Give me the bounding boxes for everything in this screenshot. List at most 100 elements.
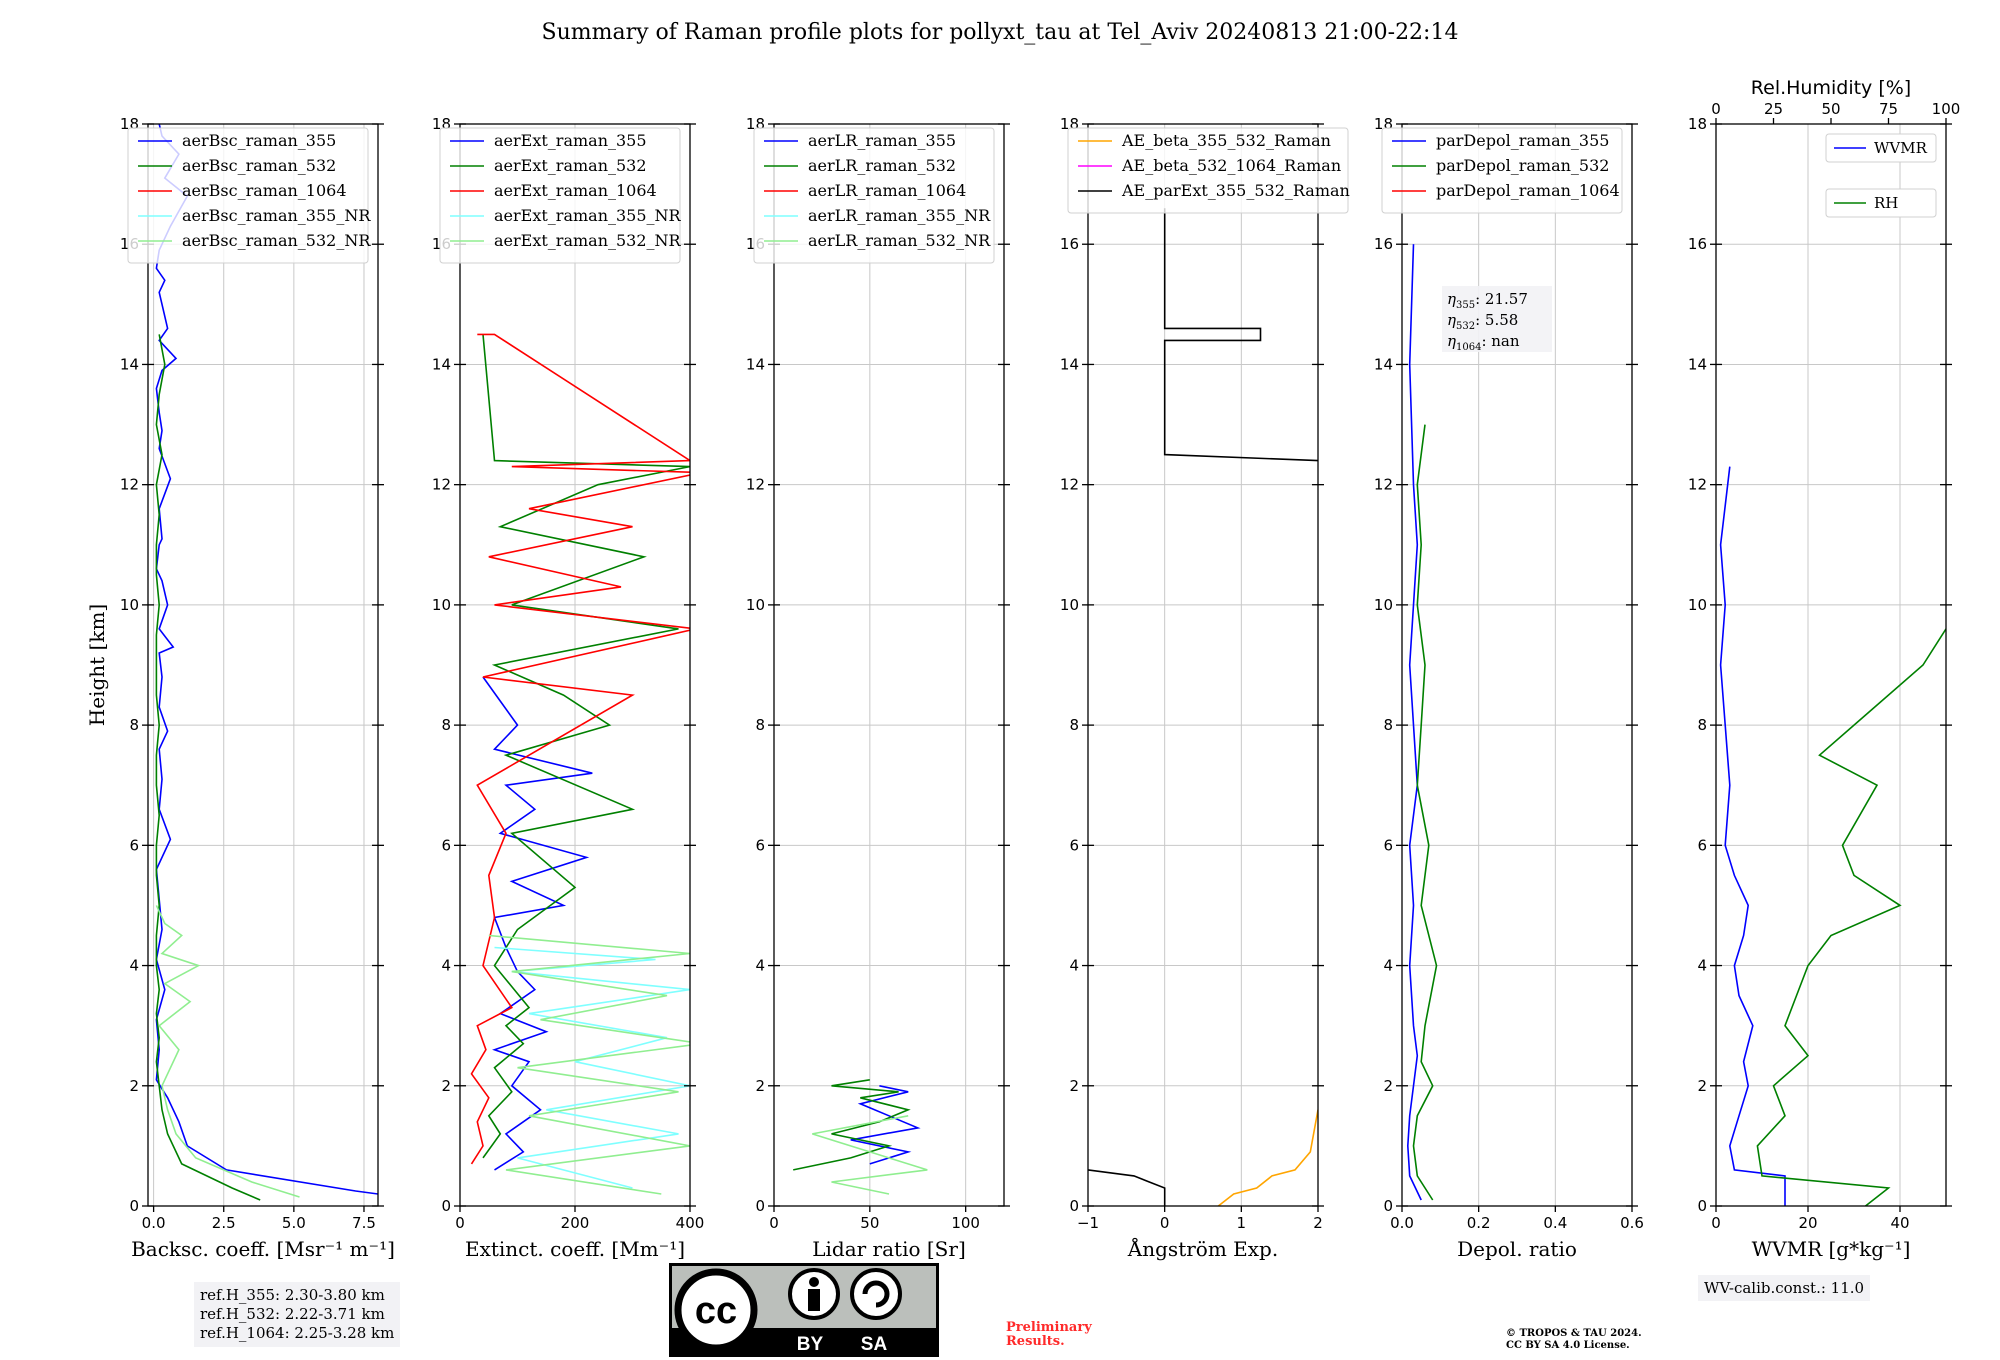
ref-height-1064: ref.H_1064: 2.25-3.28 km <box>200 1324 395 1342</box>
y-tick-label: 14 <box>1060 355 1079 373</box>
panel-lidar_ratio: 024681012141618050100Lidar ratio [Sr]aer… <box>746 115 1010 1261</box>
x-axis-label: Lidar ratio [Sr] <box>812 1237 966 1261</box>
y-tick-label: 10 <box>120 596 139 614</box>
x-tick-label: 0 <box>769 1214 779 1232</box>
axes-frame <box>1087 123 1319 1207</box>
y-tick-label: 16 <box>1374 235 1393 253</box>
series-line-aerLR_raman_355 <box>850 1085 921 1165</box>
top-x-tick-label: 50 <box>1821 100 1840 118</box>
x-tick-label: 40 <box>1890 1214 1909 1232</box>
legend-label-aerBsc_raman_1064: aerBsc_raman_1064 <box>182 181 347 200</box>
legend-box <box>127 127 369 264</box>
series-line-aerLR_raman_532_NR <box>812 1115 928 1195</box>
y-tick-label: 12 <box>1374 476 1393 494</box>
y-tick-label: 6 <box>1697 836 1707 854</box>
plot-area-angstrom <box>1088 208 1318 1206</box>
legend-label-aerExt_raman_532_NR: aerExt_raman_532_NR <box>494 231 682 250</box>
eta-symbol: η <box>1447 311 1456 329</box>
legend-box <box>1825 133 1937 163</box>
plot-area-wvmr <box>1719 466 1946 1206</box>
x-tick-label: 200 <box>561 1214 590 1232</box>
legend-box <box>753 127 995 264</box>
panel-extinction: 0246810121416180200400Extinct. coeff. [M… <box>432 115 704 1261</box>
legend-label-parDepol_raman_1064: parDepol_raman_1064 <box>1436 181 1620 200</box>
x-axis-label: Ångström Exp. <box>1127 1236 1278 1261</box>
y-tick-label: 0 <box>755 1197 765 1215</box>
legend-label-aerExt_raman_532: aerExt_raman_532 <box>494 156 647 175</box>
eta-annotation-355: η355: 21.57 <box>1447 290 1528 311</box>
x-axis-label: WVMR [g*kg⁻¹] <box>1752 1237 1911 1261</box>
x-tick-label: 0.0 <box>142 1214 166 1232</box>
axes-frame <box>773 123 1005 1207</box>
y-tick-label: 2 <box>1069 1077 1079 1095</box>
y-tick-label: 8 <box>1697 716 1707 734</box>
y-tick-label: 10 <box>1688 596 1707 614</box>
eta-value: : 21.57 <box>1475 290 1528 308</box>
y-tick-label: 2 <box>755 1077 765 1095</box>
x-tick-label: 0.6 <box>1620 1214 1644 1232</box>
y-tick-label: 6 <box>129 836 139 854</box>
eta-subscript: 1064 <box>1456 342 1481 353</box>
y-tick-label: 12 <box>746 476 765 494</box>
y-tick-label: 0 <box>1069 1197 1079 1215</box>
legend-label-AE_beta_532_1064_Raman: AE_beta_532_1064_Raman <box>1121 156 1341 175</box>
eta-symbol: η <box>1447 332 1456 350</box>
y-tick-label: 4 <box>1069 957 1079 975</box>
by-person-head <box>809 1277 819 1287</box>
y-tick-label: 12 <box>1688 476 1707 494</box>
eta-subscript: 355 <box>1456 300 1475 311</box>
series-line-aerExt_raman_1064 <box>470 333 690 1165</box>
legend-label-parDepol_raman_532: parDepol_raman_532 <box>1436 156 1609 175</box>
y-tick-label: 14 <box>746 355 765 373</box>
y-tick-label: 6 <box>1383 836 1393 854</box>
series-line-parDepol_raman_355 <box>1406 244 1422 1201</box>
x-axis-label: Depol. ratio <box>1457 1237 1577 1261</box>
legend-label-RH: RH <box>1874 194 1898 212</box>
figure-title: Summary of Raman profile plots for polly… <box>541 20 1459 45</box>
series-line-aerBsc_raman_355 <box>155 124 378 1195</box>
copyright-note: © TROPOS & TAU 2024. CC BY SA 4.0 Licens… <box>1506 1328 1642 1352</box>
sa-share-arrow <box>862 1280 890 1308</box>
y-tick-label: 4 <box>129 957 139 975</box>
ref-height-532: ref.H_532: 2.22-3.71 km <box>200 1305 385 1323</box>
cc-logo-text: cc <box>695 1290 737 1332</box>
series-line-parDepol_raman_532 <box>1412 424 1438 1201</box>
reference-heights: ref.H_355: 2.30-3.80 km ref.H_532: 2.22-… <box>194 1282 401 1347</box>
x-tick-label: 0 <box>1160 1214 1170 1232</box>
top-x-tick-label: 0 <box>1711 100 1721 118</box>
eta-symbol: η <box>1447 290 1456 308</box>
y-tick-label: 8 <box>129 716 139 734</box>
x-axis-label: Extinct. coeff. [Mm⁻¹] <box>465 1237 685 1261</box>
x-tick-label: 100 <box>951 1214 980 1232</box>
legend-label-aerLR_raman_355_NR: aerLR_raman_355_NR <box>808 206 991 225</box>
series-line-RH <box>1756 628 1946 1206</box>
y-tick-label: 6 <box>755 836 765 854</box>
y-tick-label: 16 <box>1688 235 1707 253</box>
y-tick-label: 14 <box>432 355 451 373</box>
eta-subscript: 532 <box>1456 321 1475 332</box>
series-line-AE_parExt_355_532_Raman_top <box>1163 208 1318 462</box>
x-tick-label: 2.5 <box>212 1214 236 1232</box>
ref-height-355: ref.H_355: 2.30-3.80 km <box>200 1286 385 1304</box>
copyright-line-2: CC BY SA 4.0 License. <box>1506 1340 1630 1351</box>
legend-box <box>1825 188 1937 218</box>
legend-label-parDepol_raman_355: parDepol_raman_355 <box>1436 131 1609 150</box>
plot-area-backscatter <box>155 124 378 1201</box>
eta-annotation-box <box>1442 286 1552 352</box>
legend-label-WVMR: WVMR <box>1874 139 1928 157</box>
x-tick-label: 5.0 <box>282 1214 306 1232</box>
y-tick-label: 2 <box>441 1077 451 1095</box>
y-tick-label: 14 <box>1688 355 1707 373</box>
y-tick-label: 0 <box>1697 1197 1707 1215</box>
legend-box <box>439 127 681 264</box>
y-tick-label: 4 <box>1697 957 1707 975</box>
series-line-aerBsc_raman_532_NR <box>155 905 300 1198</box>
copyright-line-1: © TROPOS & TAU 2024. <box>1506 1328 1642 1339</box>
axes-frame <box>1715 123 1947 1207</box>
legend-label-aerLR_raman_1064: aerLR_raman_1064 <box>808 181 966 200</box>
y-tick-label: 4 <box>1383 957 1393 975</box>
eta-value: : nan <box>1481 332 1519 350</box>
